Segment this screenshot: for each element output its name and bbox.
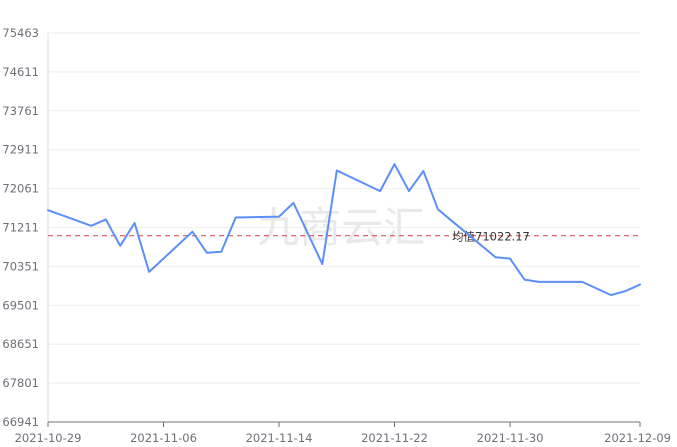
x-tick-labels: 2021-10-29 2021-11-06 2021-11-14 2021-11-22… (15, 431, 671, 445)
y-tick-label: 72911 (2, 143, 39, 157)
y-tick-label: 66941 (2, 415, 39, 429)
series-line (47, 163, 641, 297)
y-tick-label: 73761 (2, 104, 39, 118)
y-tick-label: 68651 (2, 337, 39, 351)
x-tick-label: 2021-11-14 (246, 431, 313, 445)
y-tick-label: 75463 (2, 26, 39, 40)
y-tick-label: 69501 (2, 298, 39, 312)
y-tick-labels: 75463 74611 73761 72911 72061 71211 70351 69501… (2, 26, 39, 429)
average-label: 均值71022.17 (452, 230, 530, 244)
series-group (47, 163, 641, 297)
y-tick-label: 72061 (2, 182, 39, 196)
x-tick-label: 2021-12-09 (604, 431, 671, 445)
x-tick-label: 2021-10-29 (15, 431, 82, 445)
axes (47, 33, 641, 427)
y-tick-label: 67801 (2, 376, 39, 390)
y-tick-label: 70351 (2, 259, 39, 273)
y-tick-label: 71211 (2, 221, 39, 235)
x-tick-label: 2021-11-30 (477, 431, 544, 445)
x-tick-label: 2021-11-06 (130, 431, 197, 445)
average-line-group: 均值71022.17 (48, 230, 640, 244)
watermark: 九商云汇 (257, 203, 425, 252)
x-tick-label: 2021-11-22 (361, 431, 428, 445)
y-tick-label: 74611 (2, 65, 39, 79)
